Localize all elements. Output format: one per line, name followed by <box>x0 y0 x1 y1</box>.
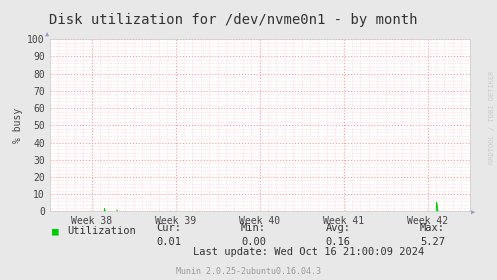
Text: ▲: ▲ <box>45 32 49 38</box>
Text: Max:: Max: <box>420 223 445 233</box>
Text: Cur:: Cur: <box>157 223 181 233</box>
Y-axis label: % busy: % busy <box>13 108 23 143</box>
Text: ▶: ▶ <box>471 210 475 216</box>
Text: Munin 2.0.25-2ubuntu0.16.04.3: Munin 2.0.25-2ubuntu0.16.04.3 <box>176 267 321 276</box>
Text: ■: ■ <box>52 226 59 236</box>
Text: Disk utilization for /dev/nvme0n1 - by month: Disk utilization for /dev/nvme0n1 - by m… <box>49 13 418 27</box>
Text: 0.16: 0.16 <box>326 237 350 247</box>
Text: RRDTOOL / TOBI OETIKER: RRDTOOL / TOBI OETIKER <box>489 71 495 164</box>
Text: Utilization: Utilization <box>67 226 136 236</box>
Text: Min:: Min: <box>241 223 266 233</box>
Text: 5.27: 5.27 <box>420 237 445 247</box>
Text: 0.01: 0.01 <box>157 237 181 247</box>
Text: 0.00: 0.00 <box>241 237 266 247</box>
Text: Last update: Wed Oct 16 21:00:09 2024: Last update: Wed Oct 16 21:00:09 2024 <box>192 247 424 257</box>
Text: Avg:: Avg: <box>326 223 350 233</box>
